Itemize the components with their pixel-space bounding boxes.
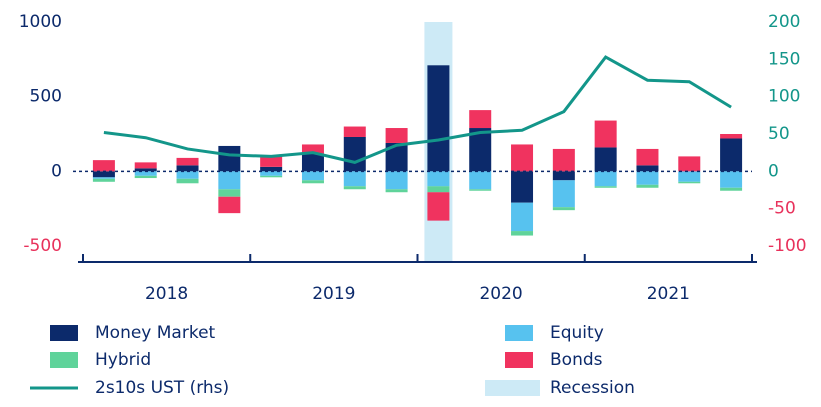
bar [678, 156, 701, 172]
bar [343, 126, 366, 137]
legend-swatch [485, 380, 540, 396]
bar [594, 120, 617, 148]
bar [176, 178, 199, 184]
y2-tick-label: -50 [768, 199, 796, 219]
bar [92, 160, 115, 172]
y-tick-label: 0 [51, 161, 62, 181]
bar [511, 202, 534, 232]
y2-tick-label: 50 [768, 124, 790, 144]
bar [134, 162, 157, 169]
bar [427, 65, 450, 172]
bar [427, 171, 450, 187]
bar [92, 178, 115, 182]
bar [260, 156, 283, 167]
bar [720, 171, 743, 188]
bar [636, 148, 659, 166]
bar [176, 165, 199, 172]
bar [134, 171, 157, 176]
bar [552, 171, 575, 181]
legend-label: Hybrid [95, 350, 151, 370]
y2-tick-label: 100 [768, 87, 800, 107]
bar [218, 196, 241, 214]
bar [301, 144, 324, 154]
bar [218, 145, 241, 172]
legend-label: 2s10s UST (rhs) [95, 378, 229, 398]
y-tick-label: 1000 [19, 12, 62, 32]
legend-swatch [50, 325, 78, 341]
legend-swatch [505, 325, 533, 341]
y-tick-label: 500 [30, 87, 62, 107]
legend-swatch [50, 352, 78, 368]
bar [636, 165, 659, 172]
y2-tick-label: 0 [768, 161, 779, 181]
bar [594, 147, 617, 172]
bar [678, 181, 701, 184]
bar [218, 171, 241, 190]
x-group-label: 2020 [479, 284, 522, 304]
bar [343, 186, 366, 190]
y2-tick-label: -100 [768, 236, 807, 256]
y2-tick-label: 150 [768, 49, 800, 69]
bar [552, 180, 575, 208]
bar [134, 168, 157, 172]
bar [176, 171, 199, 179]
bar [385, 171, 408, 190]
bar [343, 136, 366, 172]
bar [218, 189, 241, 197]
bar [134, 175, 157, 179]
legend-label: Equity [550, 323, 604, 343]
bar [176, 157, 199, 166]
legend-swatch [505, 352, 533, 368]
bar [469, 189, 492, 191]
bar [636, 171, 659, 185]
bar [469, 171, 492, 190]
bar [511, 144, 534, 172]
bar [385, 128, 408, 143]
bar [260, 175, 283, 178]
bar [343, 171, 366, 187]
bar [720, 138, 743, 172]
bar [385, 189, 408, 193]
bar [260, 171, 283, 176]
bar [385, 142, 408, 172]
bar [427, 186, 450, 193]
bar [301, 153, 324, 172]
bar [594, 186, 617, 188]
bar [678, 171, 701, 182]
bar [92, 177, 115, 179]
bar [552, 207, 575, 211]
bar [636, 184, 659, 188]
bar [720, 187, 743, 191]
bar [469, 110, 492, 129]
bar [469, 128, 492, 172]
bar [260, 166, 283, 172]
bar [511, 231, 534, 236]
x-group-label: 2019 [312, 284, 355, 304]
y2-tick-label: 200 [768, 12, 800, 32]
bar [301, 180, 324, 184]
y-tick-label: -500 [23, 236, 62, 256]
bar [427, 192, 450, 221]
bar [511, 171, 534, 203]
bar [552, 148, 575, 172]
bar [301, 171, 324, 181]
legend-label: Recession [550, 378, 635, 398]
bar [720, 134, 743, 139]
legend-label: Money Market [95, 323, 216, 343]
x-group-label: 2018 [145, 284, 188, 304]
bar [92, 171, 115, 178]
bar [594, 171, 617, 187]
x-group-label: 2021 [647, 284, 690, 304]
line-series [103, 55, 732, 164]
legend-label: Bonds [550, 350, 603, 370]
